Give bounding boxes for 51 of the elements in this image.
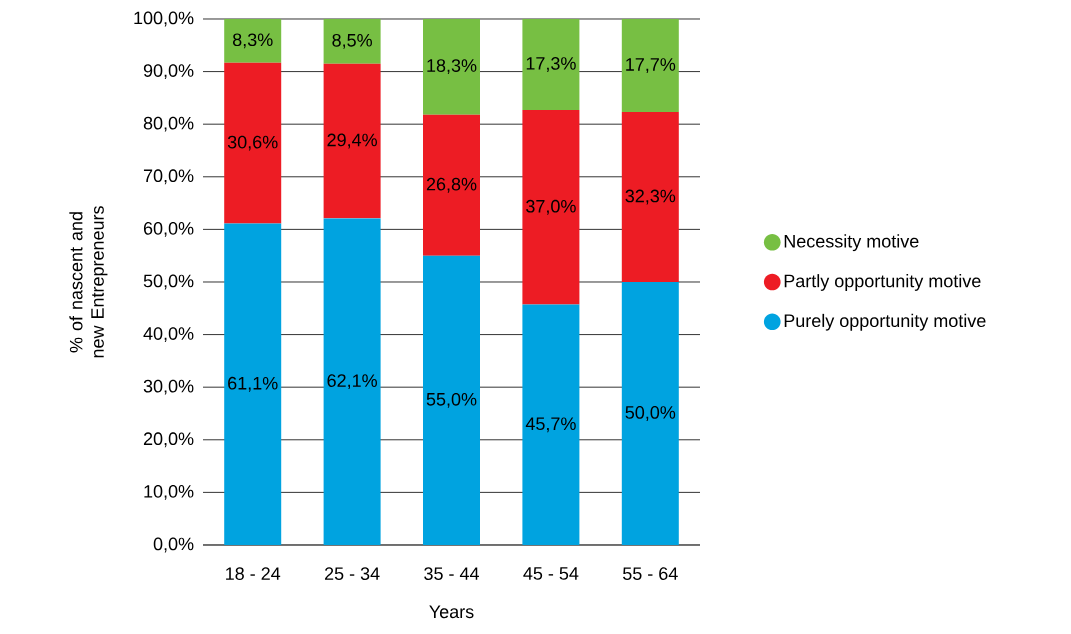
bar [423,255,480,545]
data-label: 62,1% [327,374,377,390]
y-tick-label: 0,0% [153,537,194,553]
data-label: 45,7% [525,417,576,433]
bar [423,18,480,115]
x-tick-label: 45 - 54 [523,567,579,580]
data-label: 26,8% [426,177,477,193]
data-label: 32,3% [625,189,676,205]
data-label: 29,4% [327,133,377,149]
legend-label: Purely opportunity motive [784,313,986,331]
y-tick-label: 50,0% [143,274,194,290]
bar [522,109,580,305]
y-axis-title: % of nascent and new Entrepreneurs [69,206,108,358]
bar [323,63,381,219]
data-label: 37,0% [526,199,576,215]
y-tick-label: 60,0% [143,221,194,237]
bar [224,223,282,545]
data-label: 55,0% [426,392,477,408]
bar [522,304,580,545]
x-axis-title: Years [429,605,474,619]
bar [224,62,282,224]
x-tick-label: 35 - 44 [424,567,479,580]
data-label: 17,7% [626,58,676,73]
data-label: 61,1% [228,376,278,392]
y-tick-label: 20,0% [143,432,194,448]
data-label: 18,3% [427,59,477,75]
y-tick-label: 100,0% [134,11,194,27]
data-label: 17,3% [526,57,576,72]
bar [323,218,381,545]
data-label: 30,6% [227,135,278,151]
y-tick-label: 10,0% [144,484,194,500]
y-tick-label: 70,0% [143,169,194,185]
y-tick-label: 80,0% [143,116,194,132]
bar [224,18,282,63]
bar [423,114,480,256]
y-tick-label: 40,0% [143,327,194,343]
x-tick-label: 18 - 24 [226,567,281,580]
bar [621,281,679,545]
bar [323,18,381,64]
x-tick-label: 25 - 34 [324,567,380,580]
legend-label: Necessity motive [784,234,919,252]
bar [522,18,580,110]
bar [621,18,679,113]
data-label: 8,3% [232,33,273,49]
x-tick-label: 55 - 64 [623,567,678,580]
data-label: 50,0% [625,406,676,421]
y-tick-label: 90,0% [143,64,194,80]
bar [621,112,679,282]
y-tick-label: 30,0% [143,379,194,395]
legend-label: Partly opportunity motive [784,274,981,291]
data-label: 8,5% [332,33,372,49]
